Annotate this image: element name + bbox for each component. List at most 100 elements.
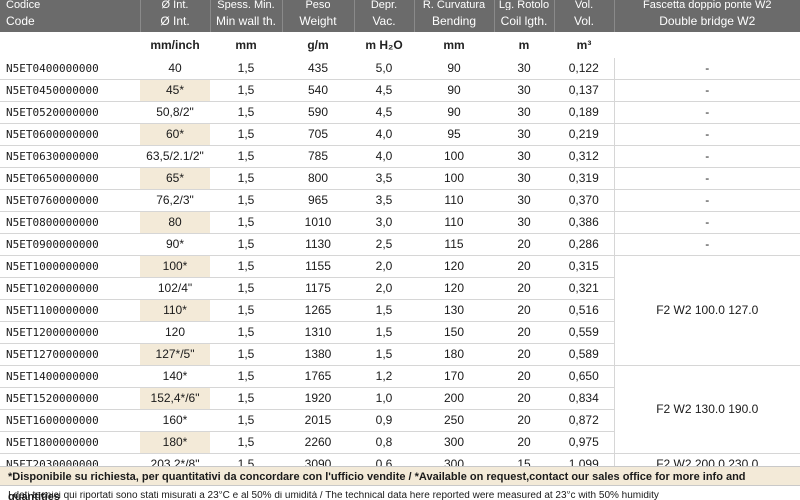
double-bridge-cell: -: [613, 189, 800, 212]
inner-diameter-cell: 120: [140, 321, 210, 344]
weight-cell: 1130: [282, 233, 354, 256]
code-cell: N5ET1800000000: [0, 431, 140, 454]
weight-cell: 1765: [282, 365, 354, 388]
vacuum-cell: 4,5: [354, 79, 414, 102]
col-header-it: Fascetta doppio ponte W2: [614, 0, 800, 10]
wall-cell: 1,5: [210, 343, 282, 366]
unit-cell: mm/inch: [140, 32, 210, 58]
table-row: N5ET0900000000 90* 1,5 1130 2,5 115 20 0,286-: [0, 233, 800, 256]
col-header-en: Code: [0, 10, 141, 32]
bending-cell: 110: [414, 211, 494, 234]
bending-cell: 120: [414, 277, 494, 300]
unit-cell: m H₂O: [354, 32, 414, 58]
bending-cell: 120: [414, 255, 494, 278]
col-header-it: Depr.: [354, 0, 415, 10]
unit-cell: mm: [414, 32, 494, 58]
table-row: N5ET1100000000 110* 1,5 1265 1,5 130 20 0,516: [0, 299, 800, 322]
double-bridge-cell: -: [613, 101, 800, 124]
bending-cell: 180: [414, 343, 494, 366]
bending-cell: 95: [414, 123, 494, 146]
volume-cell: 0,137: [554, 79, 614, 102]
vacuum-cell: 4,0: [354, 145, 414, 168]
wall-cell: 1,5: [210, 365, 282, 388]
volume-cell: 0,219: [554, 123, 614, 146]
wall-cell: 1,5: [210, 58, 282, 80]
code-cell: N5ET1100000000: [0, 299, 140, 322]
coil-length-cell: 30: [494, 79, 554, 102]
coil-length-cell: 30: [494, 123, 554, 146]
wall-cell: 1,5: [210, 409, 282, 432]
inner-diameter-cell: 65*: [140, 167, 210, 190]
double-bridge-cell: -: [613, 211, 800, 234]
inner-diameter-cell: 40: [140, 58, 210, 80]
col-header-it: Peso: [282, 0, 355, 10]
bending-cell: 250: [414, 409, 494, 432]
inner-diameter-cell: 160*: [140, 409, 210, 432]
weight-cell: 1155: [282, 255, 354, 278]
vacuum-cell: 1,5: [354, 321, 414, 344]
inner-diameter-cell: 90*: [140, 233, 210, 256]
volume-cell: 0,370: [554, 189, 614, 212]
wall-cell: 1,5: [210, 255, 282, 278]
table-row: N5ET0400000000 40 1,5 435 5,0 90 30 0,122-: [0, 58, 800, 80]
wall-cell: 1,5: [210, 123, 282, 146]
vacuum-cell: 3,0: [354, 211, 414, 234]
bending-cell: 300: [414, 431, 494, 454]
vacuum-cell: 3,5: [354, 189, 414, 212]
table-row: N5ET0450000000 45* 1,5 540 4,5 90 30 0,137-: [0, 79, 800, 102]
volume-cell: 0,286: [554, 233, 614, 256]
inner-diameter-cell: 76,2/3": [140, 189, 210, 212]
vacuum-cell: 1,5: [354, 299, 414, 322]
col-header-en: Vac.: [354, 10, 415, 32]
vacuum-cell: 1,5: [354, 343, 414, 366]
bending-cell: 115: [414, 233, 494, 256]
inner-diameter-cell: 102/4": [140, 277, 210, 300]
double-bridge-cell: -: [613, 123, 800, 146]
wall-cell: 1,5: [210, 189, 282, 212]
unit-cell: g/m: [282, 32, 354, 58]
col-header-en: Ø Int.: [140, 10, 211, 32]
table-row: N5ET0600000000 60* 1,5 705 4,0 95 30 0,219-: [0, 123, 800, 146]
col-header-en: Double bridge W2: [614, 10, 800, 32]
double-bridge-cell: -: [613, 79, 800, 102]
volume-cell: 0,315: [554, 255, 614, 278]
bending-cell: 100: [414, 145, 494, 168]
conditions-note: I dati tecnici qui riportati sono stati …: [8, 491, 659, 500]
table-row: N5ET1270000000 127*/5" 1,5 1380 1,5 180 20 0,58…: [0, 343, 800, 366]
inner-diameter-cell: 45*: [140, 79, 210, 102]
wall-cell: 1,5: [210, 145, 282, 168]
unit-cell: m: [494, 32, 554, 58]
volume-cell: 0,516: [554, 299, 614, 322]
bending-cell: 90: [414, 101, 494, 124]
col-header-en: Coil lgth.: [494, 10, 555, 32]
coil-length-cell: 20: [494, 431, 554, 454]
unit-cell: mm: [210, 32, 282, 58]
code-cell: N5ET0800000000: [0, 211, 140, 234]
col-header-en: Bending: [414, 10, 495, 32]
unit-cell: [0, 32, 140, 58]
coil-length-cell: 20: [494, 343, 554, 366]
volume-cell: 0,975: [554, 431, 614, 454]
inner-diameter-cell: 60*: [140, 123, 210, 146]
vacuum-cell: 3,5: [354, 167, 414, 190]
vacuum-cell: 4,0: [354, 123, 414, 146]
weight-cell: 705: [282, 123, 354, 146]
volume-cell: 0,189: [554, 101, 614, 124]
double-bridge-cell: -: [613, 167, 800, 190]
col-header-en: Vol.: [554, 10, 615, 32]
table-row: N5ET1800000000 180* 1,5 2260 0,8 300 20 0,975: [0, 431, 800, 454]
inner-diameter-cell: 127*/5": [140, 343, 210, 366]
table-row: N5ET1000000000 100* 1,5 1155 2,0 120 20 0,315 F2…: [0, 255, 800, 366]
table-row: N5ET1600000000 160* 1,5 2015 0,9 250 20 0,872: [0, 409, 800, 432]
volume-cell: 0,319: [554, 167, 614, 190]
table-row: N5ET0650000000 65* 1,5 800 3,5 100 30 0,319-: [0, 167, 800, 190]
wall-cell: 1,5: [210, 277, 282, 300]
wall-cell: 1,5: [210, 299, 282, 322]
double-bridge-cell: F2 W2 100.0 127.0: [613, 255, 800, 366]
code-cell: N5ET0450000000: [0, 79, 140, 102]
bending-cell: 130: [414, 299, 494, 322]
weight-cell: 1920: [282, 387, 354, 410]
col-header-it: Codice: [0, 0, 141, 10]
weight-cell: 965: [282, 189, 354, 212]
col-header-it: Vol.: [554, 0, 615, 10]
